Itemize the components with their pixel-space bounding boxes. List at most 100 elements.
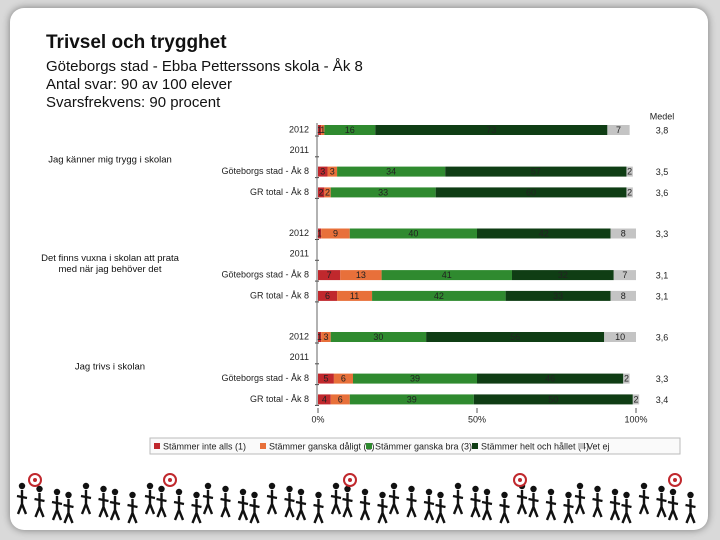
figure-head xyxy=(594,485,601,493)
figure-body xyxy=(359,496,371,521)
row-label: Göteborgs stad - Åk 8 xyxy=(221,269,309,279)
figure-head xyxy=(454,482,462,490)
figure-body xyxy=(34,493,45,518)
segment-label: 4 xyxy=(322,394,327,404)
bar-segment xyxy=(626,187,633,198)
segment-label: 10 xyxy=(615,332,625,342)
segment-label: 40 xyxy=(408,228,418,238)
figure-body xyxy=(51,496,63,521)
segment-label: 6 xyxy=(325,291,330,301)
figure-body xyxy=(173,496,185,521)
subtitle-line: Antal svar: 90 av 100 elever xyxy=(46,76,232,93)
bar-segment xyxy=(324,187,331,198)
figure-body xyxy=(377,499,388,524)
bar-segment xyxy=(318,373,334,384)
figure-body xyxy=(470,493,481,518)
bar-segment xyxy=(318,332,322,342)
mean-label: 3,1 xyxy=(656,291,669,301)
segment-label: 7 xyxy=(327,270,332,280)
bar-segment xyxy=(613,270,636,281)
bar-segment xyxy=(321,332,331,342)
figure-head xyxy=(640,482,648,490)
legend-swatch xyxy=(578,443,584,449)
bar-segment xyxy=(318,394,331,405)
figure-head xyxy=(687,491,694,499)
figure-body xyxy=(237,496,249,521)
group-label: Jag känner mig trygg i skolan xyxy=(48,154,172,166)
bar-segment xyxy=(623,373,630,384)
x-tick-label: 50% xyxy=(468,414,486,424)
figure-body xyxy=(313,499,324,524)
figure-head xyxy=(36,485,43,493)
figure-head xyxy=(332,482,340,490)
segment-label: 2 xyxy=(319,187,324,197)
segment-label: 2 xyxy=(627,187,632,197)
bar-segment xyxy=(321,228,350,239)
figure-head xyxy=(222,485,229,493)
figure-body xyxy=(388,490,400,515)
segment-label: 2 xyxy=(624,373,629,383)
segment-label: 57 xyxy=(531,166,541,176)
bar-segment xyxy=(604,332,636,342)
target-dot xyxy=(518,478,522,482)
figure-head xyxy=(65,491,72,499)
figure-head xyxy=(483,488,491,496)
figure-body xyxy=(80,490,92,515)
figure-body xyxy=(423,496,435,521)
segment-label: 3 xyxy=(330,166,335,176)
segment-label: 41 xyxy=(442,270,452,280)
figure-head xyxy=(576,482,584,490)
segment-label: 46 xyxy=(545,373,555,383)
bar-segment xyxy=(337,290,373,301)
bar-segment xyxy=(324,125,376,135)
mean-label: 3,6 xyxy=(656,188,669,198)
bar-segment xyxy=(321,125,325,135)
bar-segment xyxy=(330,332,427,342)
segment-label: 50 xyxy=(548,394,558,404)
bar-segment xyxy=(318,187,325,198)
figure-head xyxy=(297,488,305,496)
row-label: 2012 xyxy=(289,331,309,341)
figure-body xyxy=(609,496,621,521)
figure-head xyxy=(82,482,90,490)
bar-segment xyxy=(327,166,338,177)
figure-head xyxy=(565,491,572,499)
row-label: GR total - Åk 8 xyxy=(250,187,309,197)
segment-label: 8 xyxy=(621,228,626,238)
mean-label: 3,8 xyxy=(656,125,669,135)
figure-head xyxy=(251,491,258,499)
legend-label: Stämmer ganska dåligt (2) xyxy=(269,441,375,451)
figure-head xyxy=(158,485,165,493)
figure-head xyxy=(611,488,619,496)
bar-segment xyxy=(352,373,477,384)
segment-label: 30 xyxy=(373,332,383,342)
figure-body xyxy=(202,490,214,515)
segment-label: 7 xyxy=(616,125,621,135)
segment-label: 1 xyxy=(317,332,322,342)
figure-body xyxy=(621,499,632,524)
figure-head xyxy=(53,488,61,496)
figure-head xyxy=(623,491,630,499)
figure-body xyxy=(656,493,667,518)
segment-label: 33 xyxy=(378,187,388,197)
segment-label: 9 xyxy=(333,228,338,238)
figure-head xyxy=(472,485,479,493)
segment-label: 1 xyxy=(317,125,322,135)
figure-body xyxy=(342,493,353,518)
figure-head xyxy=(286,485,293,493)
figure-body xyxy=(330,490,342,515)
segment-label: 3 xyxy=(320,166,325,176)
figure-head xyxy=(530,485,537,493)
segment-label: 34 xyxy=(386,166,396,176)
group-label: Det finns vuxna i skolan att prata med n… xyxy=(41,252,179,275)
segment-label: 2 xyxy=(325,187,330,197)
segment-label: 16 xyxy=(345,125,355,135)
figure-head xyxy=(658,485,665,493)
legend-label: Vet ej xyxy=(587,441,610,451)
figure-body xyxy=(563,499,574,524)
subtitle-line: Svarsfrekvens: 90 procent xyxy=(46,94,221,111)
segment-label: 42 xyxy=(434,291,444,301)
bar-segment xyxy=(333,373,353,384)
figure-head xyxy=(315,491,322,499)
segment-label: 56 xyxy=(510,332,520,342)
